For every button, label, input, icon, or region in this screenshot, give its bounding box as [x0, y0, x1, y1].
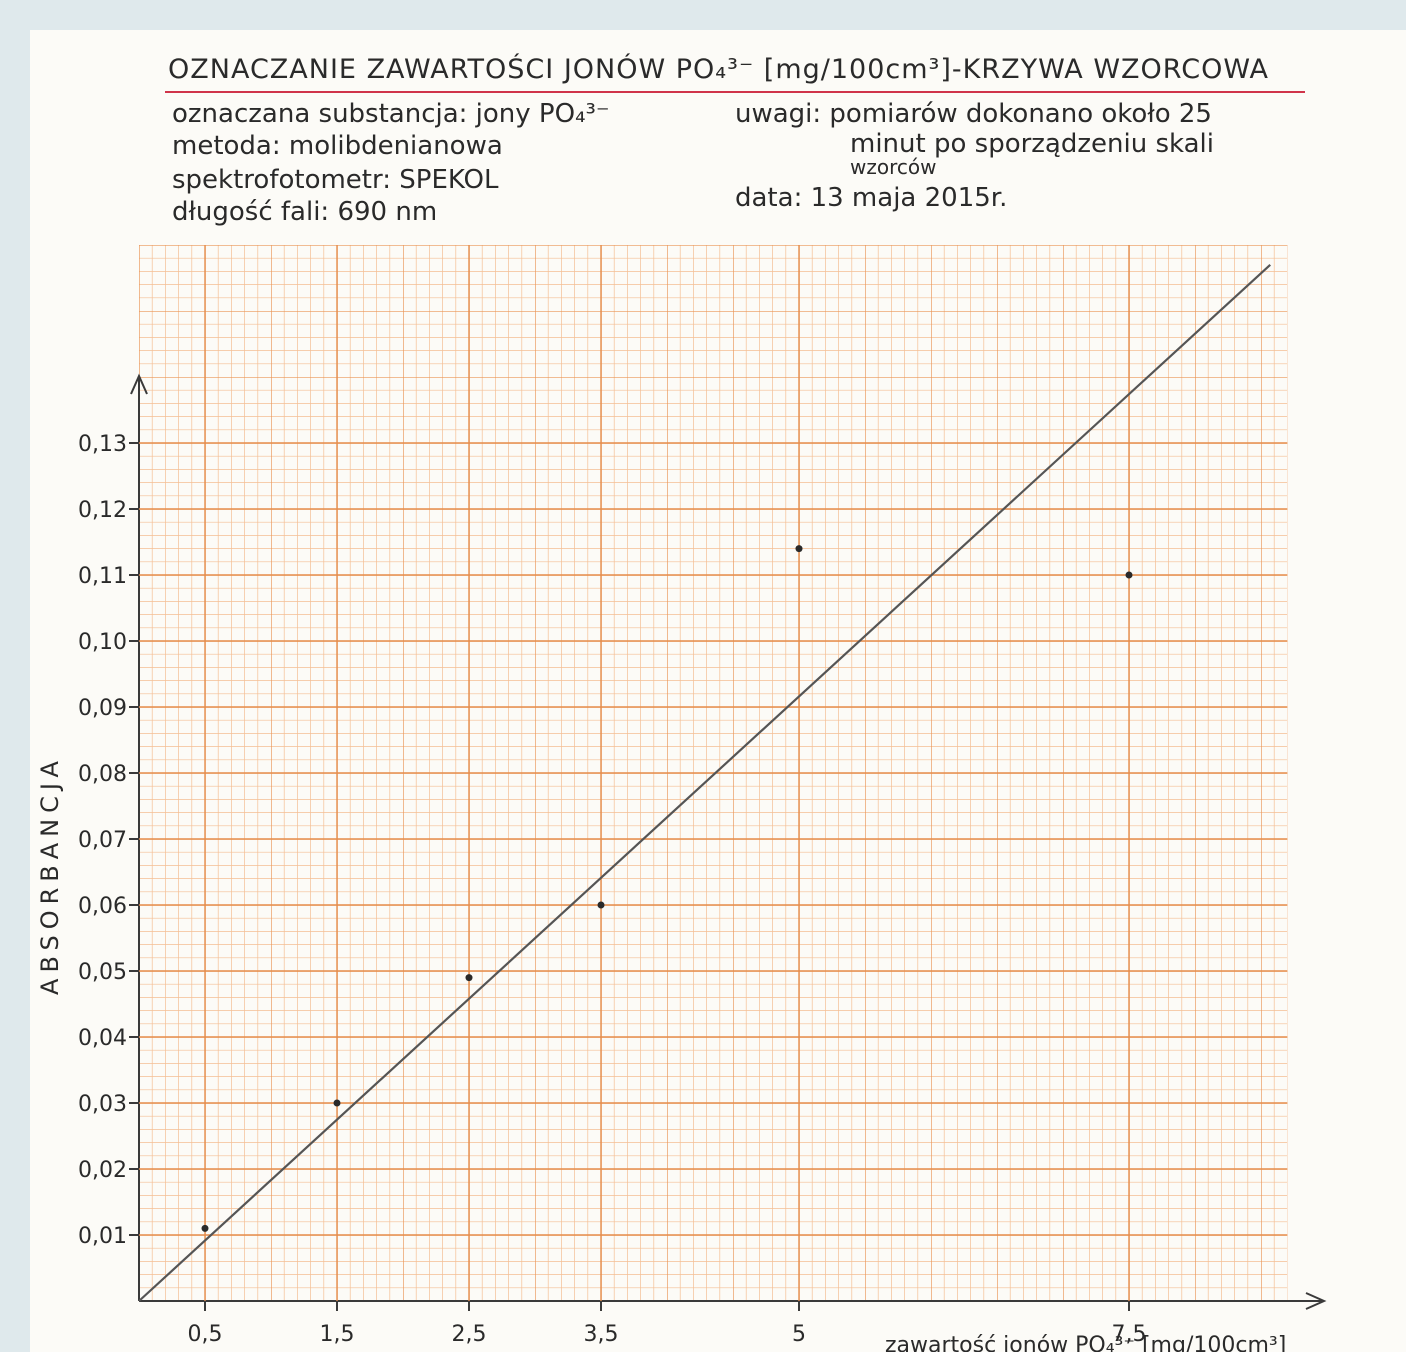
- y-tick-label: 0,02: [78, 1158, 127, 1183]
- data-point: [466, 974, 473, 981]
- y-tick-label: 0,06: [78, 894, 127, 919]
- y-tick-label: 0,04: [78, 1026, 127, 1051]
- y-tick-label: 0,12: [78, 498, 127, 523]
- page: {"chart_data": { "type": "scatter", "tit…: [0, 0, 1406, 1352]
- data-point: [598, 902, 605, 909]
- y-tick-label: 0,01: [78, 1224, 127, 1249]
- x-tick-label: 0,5: [188, 1322, 223, 1347]
- info-line: data: 13 maja 2015r.: [735, 183, 1007, 213]
- x-tick-label: 3,5: [584, 1322, 619, 1347]
- y-axis-label: ABSORBANCJA: [36, 755, 64, 995]
- info-line: spektrofotometr: SPEKOL: [172, 165, 499, 195]
- chart-title: OZNACZANIE ZAWARTOŚCI JONÓW PO₄³⁻ [mg/10…: [168, 53, 1269, 85]
- x-tick-label: 5: [792, 1322, 806, 1347]
- y-tick-label: 0,07: [78, 828, 127, 853]
- x-tick-label: 2,5: [452, 1322, 487, 1347]
- data-point: [334, 1100, 341, 1107]
- x-tick-label: 1,5: [320, 1322, 355, 1347]
- y-tick-label: 0,10: [78, 630, 127, 655]
- info-line: wzorców: [850, 155, 936, 179]
- chart: OZNACZANIE ZAWARTOŚCI JONÓW PO₄³⁻ [mg/10…: [0, 0, 1406, 1352]
- info-line: długość fali: 690 nm: [172, 197, 437, 227]
- data-point: [796, 545, 803, 552]
- y-tick-label: 0,09: [78, 696, 127, 721]
- y-tick-label: 0,05: [78, 960, 127, 985]
- x-tick-label: 7,5: [1112, 1322, 1147, 1347]
- x-axis-label: zawartość jonów PO₄³⁻ [mg/100cm³]: [885, 1333, 1286, 1352]
- info-line: uwagi: pomiarów dokonano około 25: [735, 99, 1212, 129]
- info-line: oznaczana substancja: jony PO₄³⁻: [172, 99, 610, 129]
- data-point: [1126, 572, 1133, 579]
- info-line: metoda: molibdenianowa: [172, 131, 503, 161]
- y-tick-label: 0,13: [78, 432, 127, 457]
- y-tick-label: 0,03: [78, 1092, 127, 1117]
- data-point: [202, 1225, 209, 1232]
- y-tick-label: 0,11: [78, 564, 127, 589]
- y-tick-label: 0,08: [78, 762, 127, 787]
